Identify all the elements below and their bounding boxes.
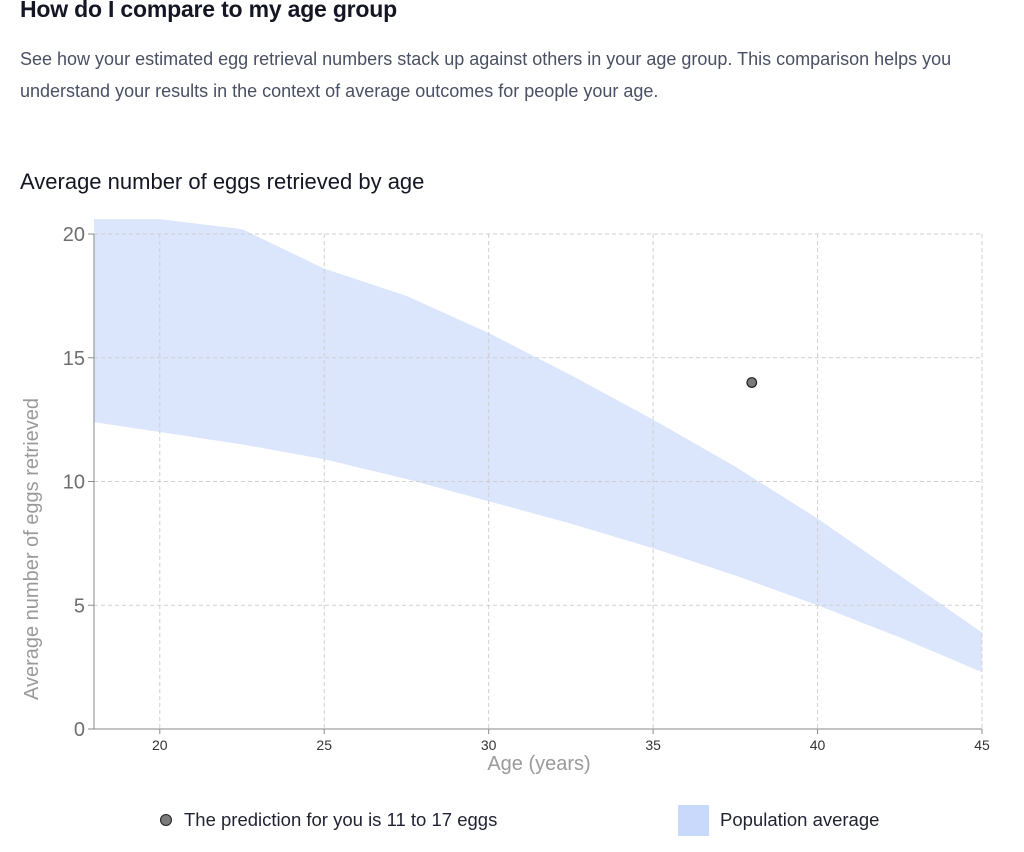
y-axis-label: Average number of eggs retrieved xyxy=(21,398,43,700)
legend-item-population: Population average xyxy=(678,804,879,836)
legend-swatch-icon xyxy=(678,804,709,836)
legend-label-prediction: The prediction for you is 11 to 17 eggs xyxy=(184,809,498,830)
y-tick-label-0: 0 xyxy=(74,719,85,741)
y-tick-label-5: 5 xyxy=(74,595,85,617)
legend-label-population: Population average xyxy=(720,809,880,830)
legend-item-prediction: The prediction for you is 11 to 17 eggs xyxy=(160,804,497,836)
x-axis-label: Age (years) xyxy=(487,753,590,775)
x-tick-label-20: 20 xyxy=(152,737,168,753)
x-tick-label-35: 35 xyxy=(645,737,661,753)
legend-dot-icon xyxy=(160,814,172,826)
chart-title: Average number of eggs retrieved by age xyxy=(20,169,425,194)
intro-text: See how your estimated egg retrieval num… xyxy=(20,49,952,101)
y-tick-label-15: 15 xyxy=(63,348,85,370)
y-tick-label-20: 20 xyxy=(63,224,85,246)
x-tick-label-25: 25 xyxy=(316,737,332,753)
prediction-point xyxy=(746,377,758,388)
population-average-band xyxy=(94,219,982,673)
x-tick-label-40: 40 xyxy=(810,737,826,753)
y-tick-label-10: 10 xyxy=(63,472,85,494)
section-title: How do I compare to my age group xyxy=(20,0,397,22)
x-tick-label-45: 45 xyxy=(974,737,990,753)
x-tick-label-30: 30 xyxy=(481,737,497,753)
chart-legend: The prediction for you is 11 to 17 eggs … xyxy=(0,800,1024,840)
